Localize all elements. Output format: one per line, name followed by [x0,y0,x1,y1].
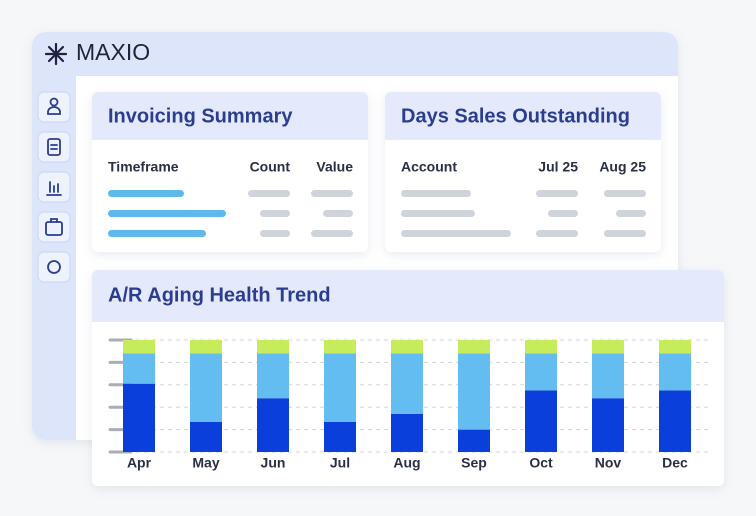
x-tick-label: Apr [127,455,152,471]
x-tick-label: Sep [461,455,487,471]
bar-segment [659,353,691,391]
bar-segment [592,398,624,452]
bar-segment [324,421,356,452]
bar-segment [659,390,691,452]
bar-segment [123,353,155,384]
nav-settings[interactable] [37,251,71,283]
dso-card: Days Sales Outstanding Account Jul 25 Au… [385,92,661,252]
x-tick-label: Dec [662,455,688,471]
bar-segment [525,353,557,391]
bar-segment [257,398,289,452]
bar-segment [391,340,423,354]
nav-documents[interactable] [37,131,71,163]
bar-segment [324,353,356,422]
bar-segment [257,353,289,399]
bar-segment [458,429,490,452]
plot: Apr May Jun Jul Aug Sep Oct Nov Dec [108,338,712,471]
bar-segment [458,353,490,430]
logo [44,42,68,66]
bar-segment [324,340,356,354]
nav-portfolio[interactable] [37,211,71,243]
x-tick-label: May [192,455,219,471]
bar-segment [190,353,222,422]
bar-segment [257,340,289,354]
x-tick-label: Aug [393,455,420,471]
bar-segment [391,353,423,414]
column-header: Account [401,159,457,175]
brand: MAXIO [76,39,150,65]
card-title: Invoicing Summary [108,105,293,127]
bar-segment [391,413,423,452]
bar-segment [123,383,155,452]
bar-segment [190,421,222,452]
bar-segment [123,340,155,354]
column-header: Jul 25 [538,159,578,175]
column-header: Timeframe [108,159,179,175]
column-header: Count [250,159,291,175]
x-tick-label: Jul [330,455,350,471]
chart-title: A/R Aging Health Trend [108,284,331,306]
bar-segment [458,340,490,354]
invoicing-card: Invoicing Summary Timeframe Count Value [92,92,368,252]
x-tick-label: Nov [595,455,622,471]
bar-segment [592,353,624,399]
card-title: Days Sales Outstanding [401,105,630,127]
sidebar-icons [45,97,63,274]
bar-segment [190,340,222,354]
bar-segment [525,340,557,354]
bar-segment [659,340,691,354]
x-tick-label: Oct [529,455,553,471]
column-header: Aug 25 [599,159,646,175]
x-tick-label: Jun [261,455,286,471]
bar-segment [525,390,557,452]
column-header: Value [316,159,353,175]
bar-segment [592,340,624,354]
